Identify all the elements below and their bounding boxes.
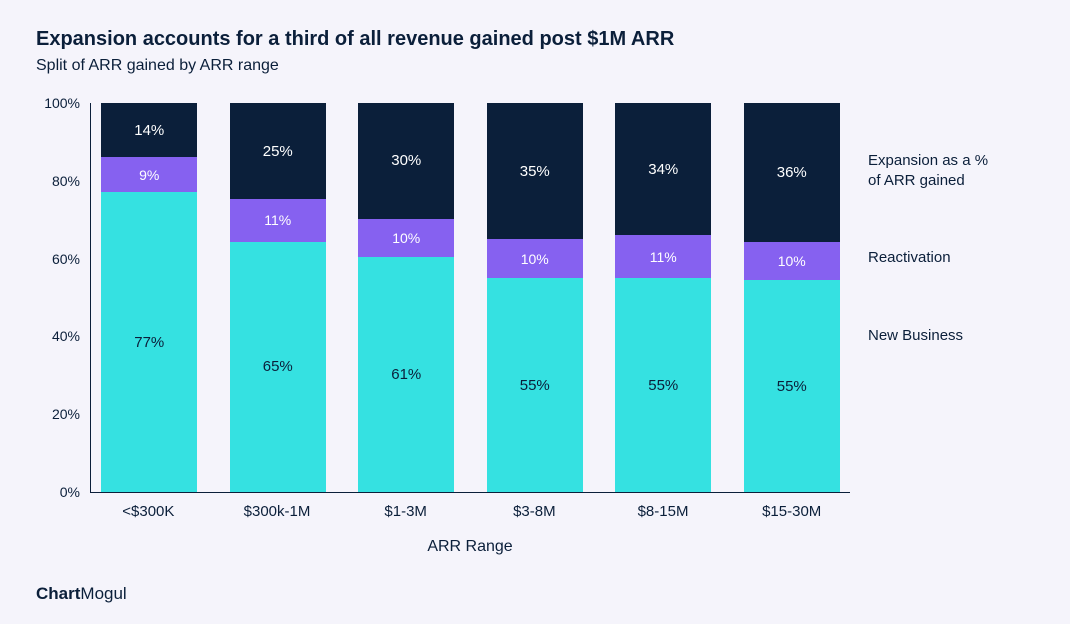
bar-slot: 55%10%35% xyxy=(485,103,586,492)
bar: 77%9%14% xyxy=(101,103,197,492)
bar-segment-new_business: 65% xyxy=(230,242,326,492)
chart-subtitle: Split of ARR gained by ARR range xyxy=(36,57,1034,75)
bar-segment-reactivation: 10% xyxy=(358,219,454,258)
bar-segment-expansion: 25% xyxy=(230,103,326,199)
bar-slot: 65%11%25% xyxy=(228,103,329,492)
bar-segment-reactivation: 10% xyxy=(487,239,583,278)
bar-segment-new_business: 55% xyxy=(744,280,840,492)
brand-bold: Chart xyxy=(36,584,80,603)
bar-segment-expansion: 34% xyxy=(615,103,711,235)
legend-item-expansion: Expansion as a % of ARR gained xyxy=(868,151,1000,190)
bar: 55%10%36% xyxy=(744,103,840,492)
x-tick: $8-15M xyxy=(613,503,714,520)
x-axis: <$300K $300k-1M $1-3M $3-8M $8-15M $15-30M xyxy=(90,493,850,520)
x-tick: $300k-1M xyxy=(227,503,328,520)
bar-slot: 55%11%34% xyxy=(613,103,714,492)
legend: Expansion as a % of ARR gained Reactivat… xyxy=(850,103,1000,345)
bar-slot: 77%9%14% xyxy=(99,103,200,492)
bar-segment-expansion: 35% xyxy=(487,103,583,239)
bar-segment-expansion: 14% xyxy=(101,103,197,157)
bar-segment-new_business: 55% xyxy=(615,278,711,492)
bar-segment-reactivation: 11% xyxy=(230,199,326,241)
bar-slot: 55%10%36% xyxy=(742,103,843,492)
bar-segment-reactivation: 9% xyxy=(101,157,197,192)
x-tick: <$300K xyxy=(98,503,199,520)
y-tick: 40% xyxy=(36,328,80,344)
bar-segment-reactivation: 10% xyxy=(744,242,840,281)
x-tick: $3-8M xyxy=(484,503,585,520)
bar-segment-new_business: 55% xyxy=(487,278,583,492)
y-tick: 20% xyxy=(36,406,80,422)
bar-segment-expansion: 36% xyxy=(744,103,840,242)
legend-item-reactivation: Reactivation xyxy=(868,248,1000,268)
y-tick: 80% xyxy=(36,173,80,189)
brand-logo: ChartMogul xyxy=(36,584,127,604)
x-tick: $1-3M xyxy=(355,503,456,520)
y-tick: 60% xyxy=(36,251,80,267)
bar: 55%11%34% xyxy=(615,103,711,492)
chart-container: 100% 80% 60% 40% 20% 0% 77%9%14%65%11%25… xyxy=(36,103,1034,556)
bar: 61%10%30% xyxy=(358,103,454,492)
y-axis: 100% 80% 60% 40% 20% 0% xyxy=(36,95,90,500)
x-tick: $15-30M xyxy=(741,503,842,520)
y-tick: 0% xyxy=(36,484,80,500)
bar-slot: 61%10%30% xyxy=(356,103,457,492)
bar: 55%10%35% xyxy=(487,103,583,492)
chart-title: Expansion accounts for a third of all re… xyxy=(36,28,1034,51)
bar: 65%11%25% xyxy=(230,103,326,492)
y-tick: 100% xyxy=(36,95,80,111)
bar-segment-new_business: 61% xyxy=(358,257,454,492)
plot-area: 77%9%14%65%11%25%61%10%30%55%10%35%55%11… xyxy=(90,103,850,493)
brand-light: Mogul xyxy=(80,584,126,603)
bar-segment-new_business: 77% xyxy=(101,192,197,492)
x-axis-label: ARR Range xyxy=(90,538,850,556)
bar-segment-reactivation: 11% xyxy=(615,235,711,278)
legend-item-new-business: New Business xyxy=(868,326,1000,346)
bar-segment-expansion: 30% xyxy=(358,103,454,219)
